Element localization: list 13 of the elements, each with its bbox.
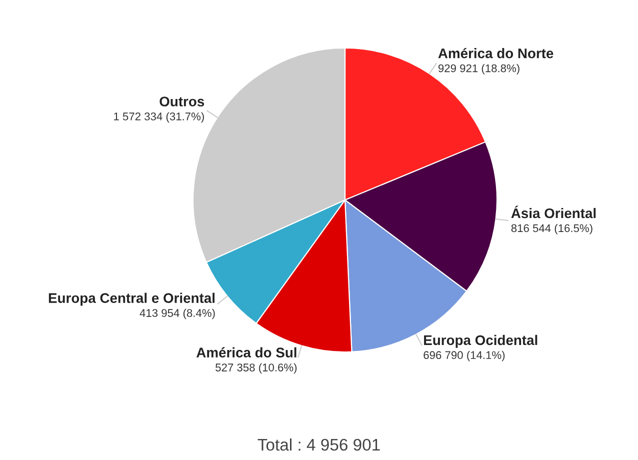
slice-label: Europa Ocidental [424,334,538,348]
data-label: 527 358 (10.6%) [216,363,297,374]
data-label: 413 954 (8.4%) [140,308,215,320]
slice-label: América do Norte [438,48,554,58]
data-label: 929 921 (18.8%) [438,64,520,74]
slice-label: Europa Central e Oriental [48,292,214,306]
data-label: 1 572 334 (31.7%) [114,112,204,123]
slice-label: Outros [160,96,204,106]
slice-label: América do Sul [196,347,296,358]
text: Total : 4 956 901 [258,438,380,451]
slice-label: Ásia Oriental [511,206,596,218]
data-label: 696 790 (14.1%) [424,350,505,362]
data-label: 816 544 (16.5%) [511,224,592,234]
